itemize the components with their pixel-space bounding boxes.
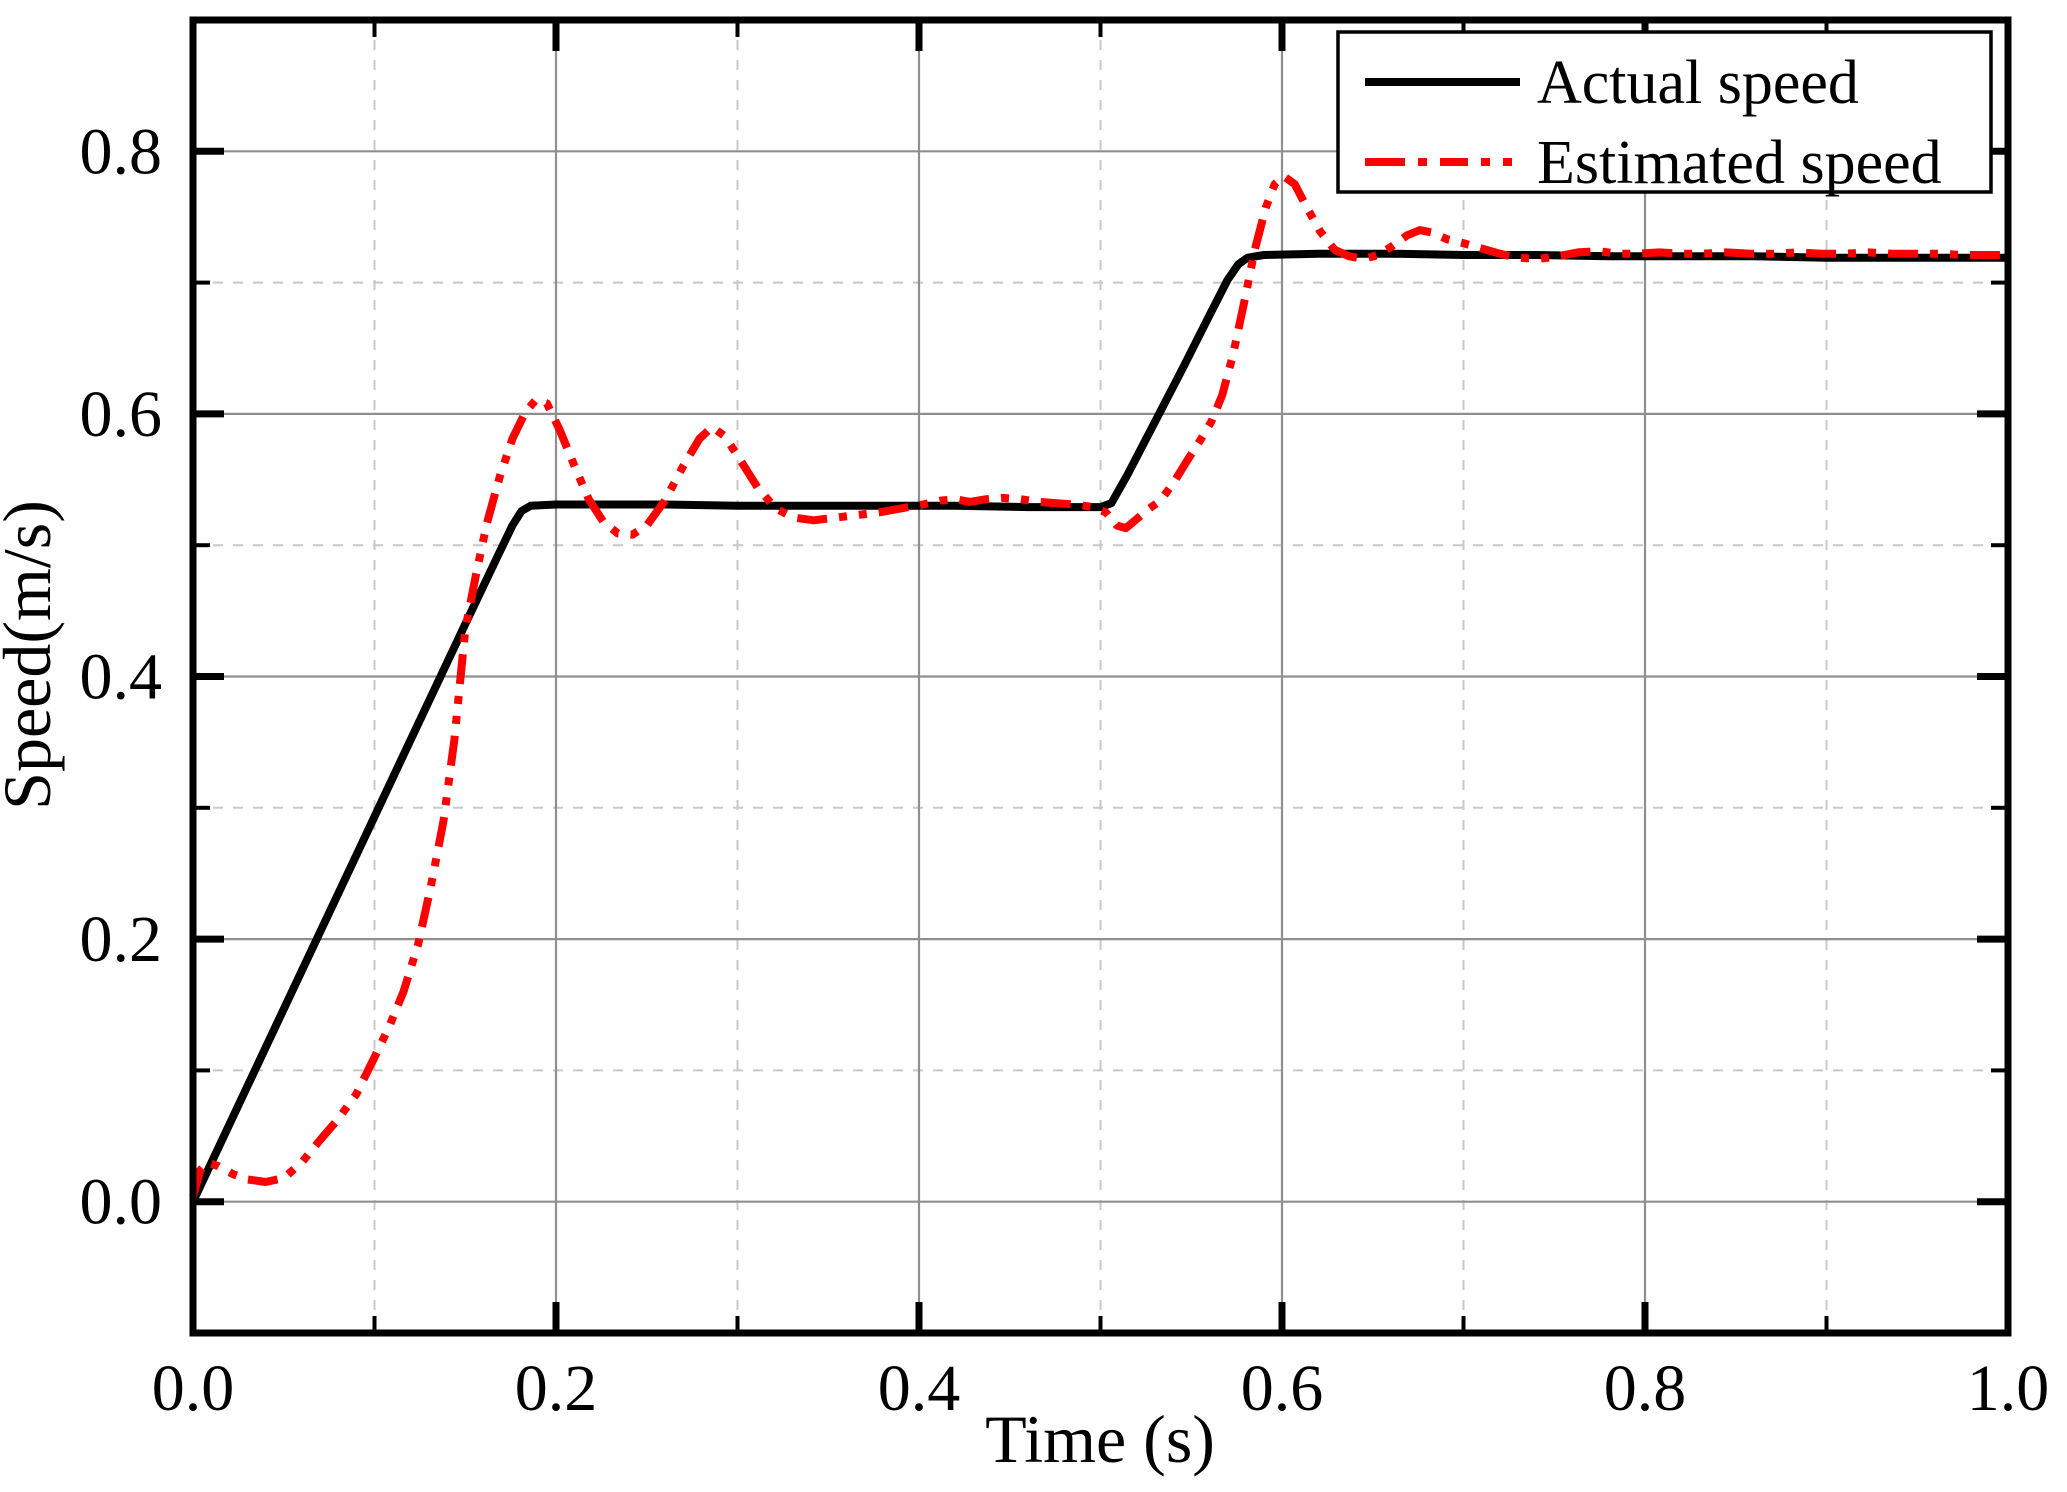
x-tick-labels: 0.0 0.2 0.4 0.6 0.8 1.0: [152, 1352, 2050, 1425]
y-axis-title: Speed(m/s): [0, 500, 65, 810]
x-tick-label: 0.6: [1241, 1352, 1324, 1425]
y-tick-label: 0.8: [80, 115, 163, 188]
grid-minor: [193, 20, 2008, 1333]
x-axis-title: Time (s): [985, 1401, 1215, 1477]
x-tick-label: 1.0: [1967, 1352, 2050, 1425]
y-tick-label: 0.0: [80, 1166, 163, 1239]
legend-label-2: Estimated speed: [1537, 129, 1942, 197]
y-tick-labels: 0.0 0.2 0.4 0.6 0.8: [80, 115, 163, 1238]
y-tick-label: 0.6: [80, 378, 163, 451]
y-tick-label: 0.4: [80, 641, 163, 714]
x-tick-label: 0.4: [878, 1352, 961, 1425]
legend: Actual speed Estimated speed: [1336, 30, 1993, 197]
plot-frame: [189, 16, 2012, 1337]
grid-major: [193, 20, 2008, 1333]
legend-label-1: Actual speed: [1537, 49, 1859, 117]
series-line-estimated-speed: [189, 172, 2008, 1198]
x-tick-label: 0.8: [1604, 1352, 1687, 1425]
x-tick-label: 0.2: [515, 1352, 598, 1425]
x-tick-label: 0.0: [152, 1352, 235, 1425]
legend-box: [1336, 30, 1993, 194]
y-tick-label: 0.2: [80, 903, 163, 976]
